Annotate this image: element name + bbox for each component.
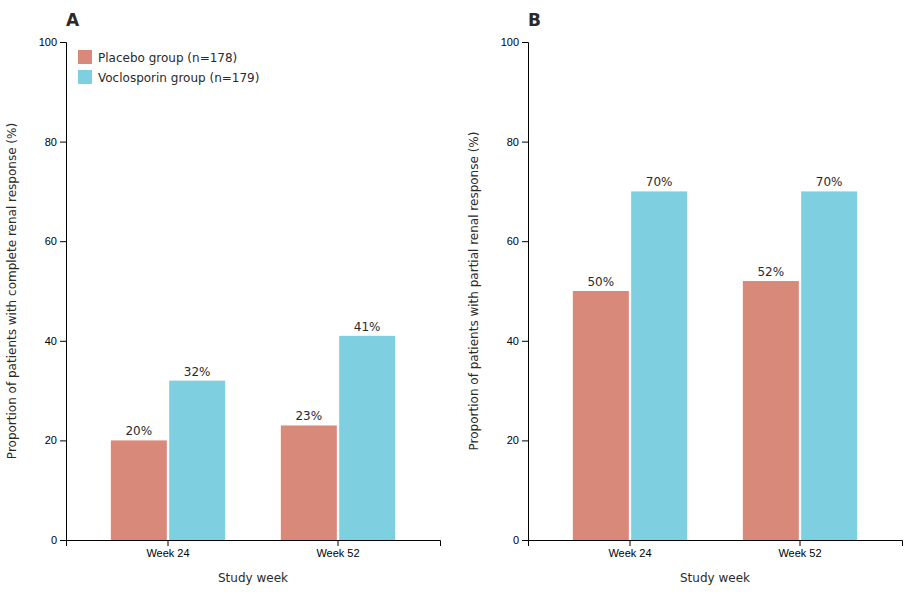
- bars: [111, 336, 395, 540]
- tick-mark: [800, 540, 801, 546]
- y-axis-title: Proportion of patients with partial rena…: [467, 132, 481, 451]
- tick-label: Week 24: [608, 547, 651, 559]
- panel: 50% 52% 70% 70% 0 20 40 60 80 100 Week 24 Week 52 St…: [467, 10, 903, 585]
- x-tick: Week 52: [778, 540, 821, 559]
- tick-label: 80: [45, 136, 57, 148]
- y-tick: 20: [45, 434, 66, 446]
- y-tick: 60: [45, 235, 66, 247]
- tick-mark: [60, 142, 66, 143]
- tick-mark: [522, 241, 528, 242]
- tick-mark: [60, 540, 66, 541]
- x-tick: Week 24: [146, 540, 189, 559]
- axis-line: [522, 43, 529, 541]
- tick-label: 20: [45, 434, 57, 446]
- tick-mark: [630, 540, 631, 546]
- tick-mark: [522, 42, 528, 43]
- y-axis: 0 20 40 60 80 100: [39, 36, 67, 546]
- tick-mark: [522, 341, 528, 342]
- data-label: 23%: [295, 409, 322, 423]
- data-label: 70%: [816, 175, 843, 189]
- bar: [281, 425, 337, 540]
- tick-label: 0: [513, 534, 519, 546]
- tick-label: 40: [507, 335, 519, 347]
- axis-line: [529, 541, 903, 547]
- panel: 20% 23% 32% 41% 0 20 40 60 80 100 Week 24 Week 52 St…: [5, 10, 441, 585]
- data-labels: 50% 52% 70% 70%: [587, 175, 842, 289]
- legend-swatch: [78, 70, 92, 84]
- x-tick: Week 24: [608, 540, 651, 559]
- y-tick: 80: [45, 136, 66, 148]
- x-axis: Week 24 Week 52: [529, 540, 903, 559]
- data-labels: 20% 23% 32% 41%: [125, 320, 380, 439]
- x-axis: Week 24 Week 52: [67, 540, 441, 559]
- tick-label: 40: [45, 335, 57, 347]
- tick-mark: [338, 540, 339, 546]
- y-tick: 100: [501, 36, 528, 48]
- y-tick: 20: [507, 434, 528, 446]
- bar-series: [631, 191, 857, 540]
- y-tick: 40: [45, 335, 66, 347]
- tick-label: 60: [45, 235, 57, 247]
- legend-swatch: [78, 50, 92, 64]
- legend-item: Voclosporin group (n=179): [78, 70, 259, 85]
- tick-label: 60: [507, 235, 519, 247]
- title: A: [66, 10, 80, 30]
- data-label: 52%: [757, 265, 784, 279]
- tick-mark: [168, 540, 169, 546]
- tick-mark: [522, 142, 528, 143]
- bars: [573, 191, 857, 540]
- tick-label: Week 24: [146, 547, 189, 559]
- legend-label: Voclosporin group (n=179): [98, 71, 259, 85]
- tick-label: Week 52: [778, 547, 821, 559]
- bar: [573, 291, 629, 540]
- tick-mark: [60, 241, 66, 242]
- y-tick: 0: [513, 534, 528, 546]
- tick-mark: [522, 440, 528, 441]
- data-label: 32%: [184, 365, 211, 379]
- data-label: 50%: [587, 275, 614, 289]
- y-tick: 60: [507, 235, 528, 247]
- tick-label: 80: [507, 136, 519, 148]
- x-axis-title: Study week: [680, 571, 750, 585]
- figure: 20% 23% 32% 41% 0 20 40 60 80 100 Week 24 Week 52 St…: [0, 0, 924, 596]
- tick-mark: [60, 341, 66, 342]
- bar: [743, 281, 799, 540]
- x-axis-title: Study week: [218, 571, 288, 585]
- legend-item: Placebo group (n=178): [78, 50, 237, 65]
- title: B: [528, 10, 541, 30]
- y-tick: 80: [507, 136, 528, 148]
- y-tick: 100: [39, 36, 66, 48]
- axis-line: [60, 43, 67, 541]
- y-tick: 0: [51, 534, 66, 546]
- tick-label: 100: [501, 36, 519, 48]
- data-label: 20%: [125, 424, 152, 438]
- y-axis: 0 20 40 60 80 100: [501, 36, 529, 546]
- data-label: 41%: [354, 320, 381, 334]
- tick-label: 20: [507, 434, 519, 446]
- bar: [111, 440, 167, 540]
- data-label: 70%: [646, 175, 673, 189]
- tick-label: Week 52: [316, 547, 359, 559]
- tick-label: 0: [51, 534, 57, 546]
- bar-series: [169, 336, 395, 540]
- y-tick: 40: [507, 335, 528, 347]
- bar: [169, 381, 225, 540]
- bar: [631, 191, 687, 540]
- tick-mark: [60, 440, 66, 441]
- tick-mark: [60, 42, 66, 43]
- legend-label: Placebo group (n=178): [98, 51, 237, 65]
- bar: [339, 336, 395, 540]
- legend: Placebo group (n=178) Voclosporin group (…: [78, 50, 259, 85]
- tick-label: 100: [39, 36, 57, 48]
- y-axis-title: Proportion of patients with complete ren…: [5, 123, 19, 459]
- x-tick: Week 52: [316, 540, 359, 559]
- bar: [801, 191, 857, 540]
- axis-line: [67, 541, 441, 547]
- tick-mark: [522, 540, 528, 541]
